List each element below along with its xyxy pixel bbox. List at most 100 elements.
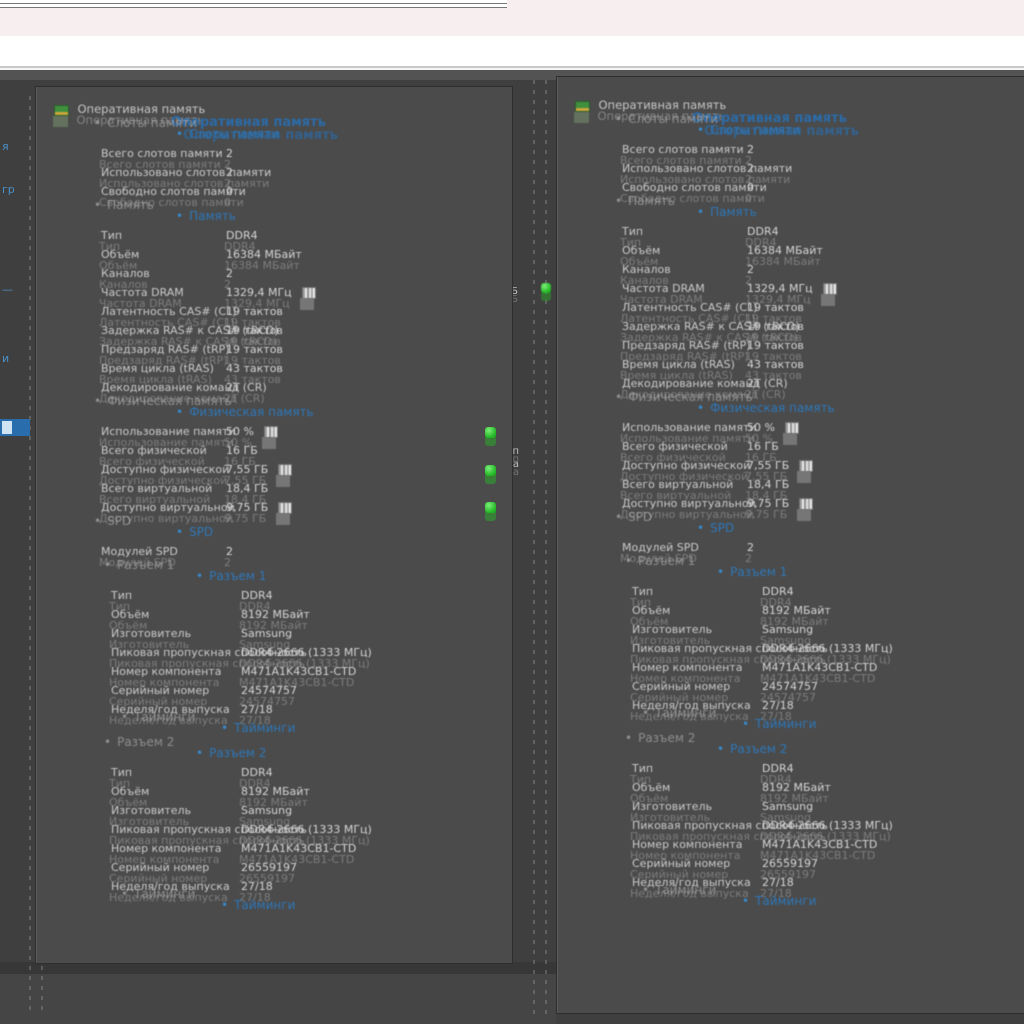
sidebar-item-fragment[interactable]: —: [2, 283, 13, 296]
tree-row[interactable]: Латентность CAS# (CL) 19 тактов: [557, 298, 1024, 317]
sidebar-item-fragment[interactable]: я: [2, 140, 9, 153]
tree-root-ram[interactable]: Оперативная память Оперативная память: [557, 95, 1024, 126]
tree-row[interactable]: Всего слотов памяти 2: [36, 144, 512, 163]
tree-section-header[interactable]: SPD: [557, 519, 1024, 538]
tree-subsection-header[interactable]: Разъем 2: [557, 740, 1024, 759]
sidebar-item-fragment[interactable]: гр: [2, 183, 15, 196]
graph-icon[interactable]: [822, 283, 837, 295]
tree-root-ram[interactable]: Оперативная память Оперативная память: [36, 99, 512, 130]
tree-row[interactable]: Тип DDR4: [557, 582, 1024, 601]
tree-row[interactable]: Номер компонента M471A1K43CB1-CTD: [557, 658, 1024, 677]
tree-row[interactable]: Тип DDR4: [36, 586, 512, 605]
tree-row[interactable]: Изготовитель Samsung: [36, 624, 512, 643]
tree-row[interactable]: Серийный номер 26559197: [557, 854, 1024, 873]
graph-icon[interactable]: [278, 464, 293, 476]
tree-row[interactable]: Латентность CAS# (CL) 19 тактов: [36, 302, 512, 321]
tree-section-header[interactable]: Слоты памяти: [557, 121, 1024, 140]
tree-row[interactable]: Предзаряд RAS# (tRP) 19 тактов: [36, 340, 512, 359]
tree-row[interactable]: Декодирование команд (CR) 2T: [36, 378, 512, 397]
tree-section-header[interactable]: Память: [36, 207, 512, 226]
below-panel-area: [0, 974, 556, 1024]
tree-row[interactable]: Всего физической 16 ГБ: [557, 437, 1024, 456]
row-value: 16 ГБ: [747, 440, 779, 453]
graph-icon[interactable]: [263, 426, 278, 438]
tree-row[interactable]: Объём 8192 МБайт: [557, 778, 1024, 797]
tree-row[interactable]: Пиковая пропускная способность DDR4-2666 …: [36, 820, 512, 839]
tree-row[interactable]: Тип DDR4: [36, 226, 512, 245]
tree-section-header[interactable]: Память: [557, 203, 1024, 222]
tree-subsection-header[interactable]: Разъем 1: [36, 567, 512, 586]
tree-timings-node[interactable]: Тайминги: [557, 715, 1024, 734]
graph-icon[interactable]: [784, 422, 799, 434]
tree-row[interactable]: Предзаряд RAS# (tRP) 19 тактов: [557, 336, 1024, 355]
tree-row[interactable]: Тип DDR4: [557, 222, 1024, 241]
tree-row[interactable]: Объём 8192 МБайт: [36, 605, 512, 624]
tree-row[interactable]: Всего слотов памяти 2: [557, 140, 1024, 159]
row-label: Пиковая пропускная способность: [111, 823, 307, 836]
tree-section-header[interactable]: Физическая память: [557, 399, 1024, 418]
tree-row[interactable]: Серийный номер 26559197: [36, 858, 512, 877]
tree-row[interactable]: Изготовитель Samsung: [36, 801, 512, 820]
tree-row[interactable]: Использование памяти 50 %: [557, 418, 1024, 437]
tree-row[interactable]: Модулей SPD 2: [36, 542, 512, 561]
graph-icon[interactable]: [278, 502, 293, 514]
tree-row[interactable]: Частота DRAM 1329,4 МГц: [541, 279, 1024, 298]
row-value: 2: [226, 545, 233, 558]
tree-row[interactable]: Задержка RAS# к CAS# (tRCD) 19 тактов: [36, 321, 512, 340]
tree-row[interactable]: Тип DDR4: [557, 759, 1024, 778]
graph-icon[interactable]: [799, 498, 814, 510]
tree-row[interactable]: Использование памяти 50 %: [36, 422, 512, 441]
graph-icon[interactable]: [301, 287, 316, 299]
tree-row[interactable]: Доступно физической 7,55 ГБ: [557, 456, 1024, 475]
tree-row[interactable]: Объём 16384 МБайт: [557, 241, 1024, 260]
tree-row[interactable]: Всего физической 16 ГБ: [36, 441, 512, 460]
tree-row[interactable]: Каналов 2: [557, 260, 1024, 279]
tree-section-header[interactable]: Физическая память: [36, 403, 512, 422]
tree-row[interactable]: Номер компонента M471A1K43CB1-CTD: [36, 839, 512, 858]
tree-row[interactable]: Номер компонента M471A1K43CB1-CTD: [36, 662, 512, 681]
tree-row[interactable]: Использовано слотов памяти 2: [557, 159, 1024, 178]
tree-row[interactable]: Модулей SPD 2: [557, 538, 1024, 557]
tree-row[interactable]: Объём 8192 МБайт: [36, 782, 512, 801]
tree-subsection-header[interactable]: Разъем 1: [557, 563, 1024, 582]
tree-row[interactable]: Время цикла (tRAS) 43 тактов: [36, 359, 512, 378]
tree-row[interactable]: Неделя/год выпуска 27/18: [557, 873, 1024, 892]
tree-row[interactable]: Пиковая пропускная способность DDR4-2666 …: [557, 816, 1024, 835]
tree-row[interactable]: Объём 8192 МБайт: [557, 601, 1024, 620]
tree-row[interactable]: Свободно слотов памяти 0: [36, 182, 512, 201]
speccy-ram-panel-right[interactable]: Оперативная память Оперативная память Сл…: [541, 76, 1024, 1014]
tree-timings-node[interactable]: Тайминги: [36, 719, 512, 738]
tree-section-header[interactable]: SPD: [36, 523, 512, 542]
tree-row[interactable]: Декодирование команд (CR) 2T: [557, 374, 1024, 393]
tree-row[interactable]: Неделя/год выпуска 27/18: [36, 700, 512, 719]
tree-row[interactable]: Пиковая пропускная способность DDR4-2666 …: [36, 643, 512, 662]
tree-row[interactable]: Частота DRAM 1329,4 МГц: [36, 283, 512, 302]
tree-timings-node[interactable]: Тайминги: [36, 896, 512, 915]
tree-row[interactable]: Серийный номер 24574757: [557, 677, 1024, 696]
tree-row[interactable]: Задержка RAS# к CAS# (tRCD) 19 тактов: [557, 317, 1024, 336]
tree-row[interactable]: Неделя/год выпуска 27/18: [36, 877, 512, 896]
tree-row[interactable]: Всего виртуальной 18,4 ГБ: [36, 479, 512, 498]
tree-row[interactable]: Доступно виртуальной 9,75 ГБ: [557, 494, 1024, 513]
tree-row[interactable]: Объём 16384 МБайт: [36, 245, 512, 264]
tree-row[interactable]: Неделя/год выпуска 27/18: [557, 696, 1024, 715]
tree-row[interactable]: Изготовитель Samsung: [557, 797, 1024, 816]
tree-row[interactable]: Тип DDR4: [36, 763, 512, 782]
tree-row[interactable]: Свободно слотов памяти 0: [557, 178, 1024, 197]
tree-row[interactable]: Время цикла (tRAS) 43 тактов: [557, 355, 1024, 374]
tree-row[interactable]: Доступно виртуальной 9,75 ГБ: [36, 498, 512, 517]
tree-row[interactable]: Пиковая пропускная способность DDR4-2666 …: [557, 639, 1024, 658]
tree-subsection-header[interactable]: Разъем 2: [36, 744, 512, 763]
tree-row[interactable]: Всего виртуальной 18,4 ГБ: [557, 475, 1024, 494]
graph-icon[interactable]: [799, 460, 814, 472]
tree-row[interactable]: Каналов 2: [36, 264, 512, 283]
tree-row[interactable]: Серийный номер 24574757: [36, 681, 512, 700]
sidebar-item-fragment[interactable]: и: [2, 352, 10, 365]
tree-row[interactable]: Номер компонента M471A1K43CB1-CTD: [557, 835, 1024, 854]
tree-section-header[interactable]: Слоты памяти: [36, 125, 512, 144]
tree-timings-node[interactable]: Тайминги: [557, 892, 1024, 911]
tree-row[interactable]: Использовано слотов памяти 2: [36, 163, 512, 182]
tree-row[interactable]: Доступно физической 7,55 ГБ: [36, 460, 512, 479]
speccy-ram-panel-left[interactable]: Оперативная память Оперативная память Сл…: [35, 86, 513, 964]
tree-row[interactable]: Изготовитель Samsung: [557, 620, 1024, 639]
